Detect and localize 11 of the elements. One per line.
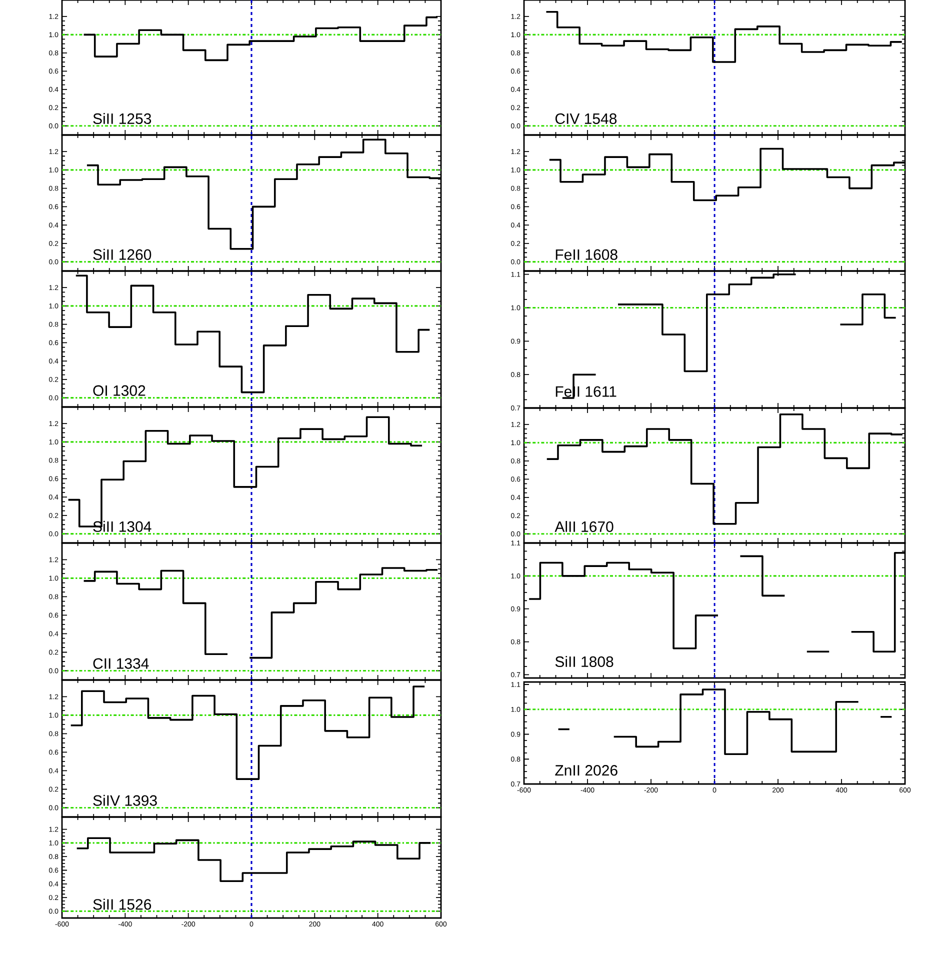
text: CII 1334 xyxy=(93,658,149,669)
text: CIV 1548 xyxy=(555,113,617,124)
text: ZnII 2026 xyxy=(555,765,618,776)
text: SiII 1253 xyxy=(93,112,152,124)
text: SiII 1808 xyxy=(555,656,614,667)
text: SiII 1260 xyxy=(93,248,152,260)
text: FeII 1608 xyxy=(556,249,618,260)
text: AlII 1670 xyxy=(554,520,614,532)
text: SiIV 1393 xyxy=(93,794,157,806)
text: OI 1302 xyxy=(93,385,146,396)
text: SiII 1526 xyxy=(93,898,152,910)
